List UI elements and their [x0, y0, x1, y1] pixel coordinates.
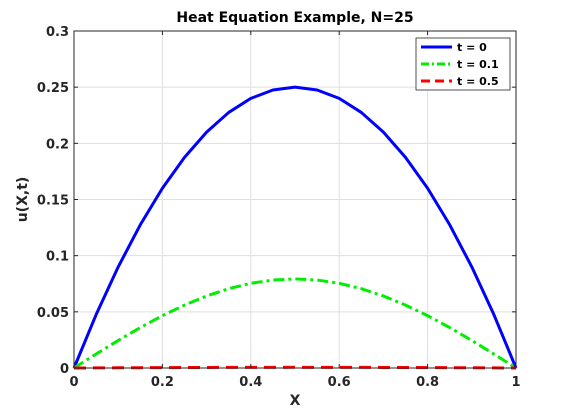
x-tick-label: 0.2	[151, 375, 174, 390]
x-tick-label: 1	[511, 375, 520, 390]
y-tick-label: 0.05	[37, 306, 69, 321]
legend-label-1: t = 0	[457, 41, 487, 54]
tick-labels: 0 0.2 0.4 0.6 0.8 1 0 0.05 0.1 0.15 0.2 0.25 0.3	[37, 25, 521, 390]
y-tick-label: 0.3	[46, 25, 69, 40]
series-line-2	[73, 277, 517, 370]
chart-title: Heat Equation Example, N=25	[176, 10, 413, 26]
series-line-1	[72, 85, 518, 369]
x-axis-title: X	[290, 393, 301, 409]
legend-label-2: t = 0.1	[457, 58, 499, 71]
x-tick-label: 0.8	[416, 375, 439, 390]
legend: t = 0 t = 0.1 t = 0.5	[415, 37, 511, 91]
legend-label-3: t = 0.5	[457, 75, 499, 88]
y-tick-label: 0.1	[46, 250, 69, 265]
y-tick-label: 0	[60, 362, 69, 377]
x-tick-label: 0.4	[239, 375, 262, 390]
x-tick-label: 0.6	[328, 375, 351, 390]
y-tick-label: 0.25	[37, 81, 69, 96]
x-tick-label: 0	[69, 375, 78, 390]
y-axis-title: u(X,t)	[15, 177, 31, 223]
y-tick-label: 0.2	[46, 137, 69, 152]
y-tick-label: 0.15	[37, 194, 69, 209]
ticks	[73, 30, 517, 369]
